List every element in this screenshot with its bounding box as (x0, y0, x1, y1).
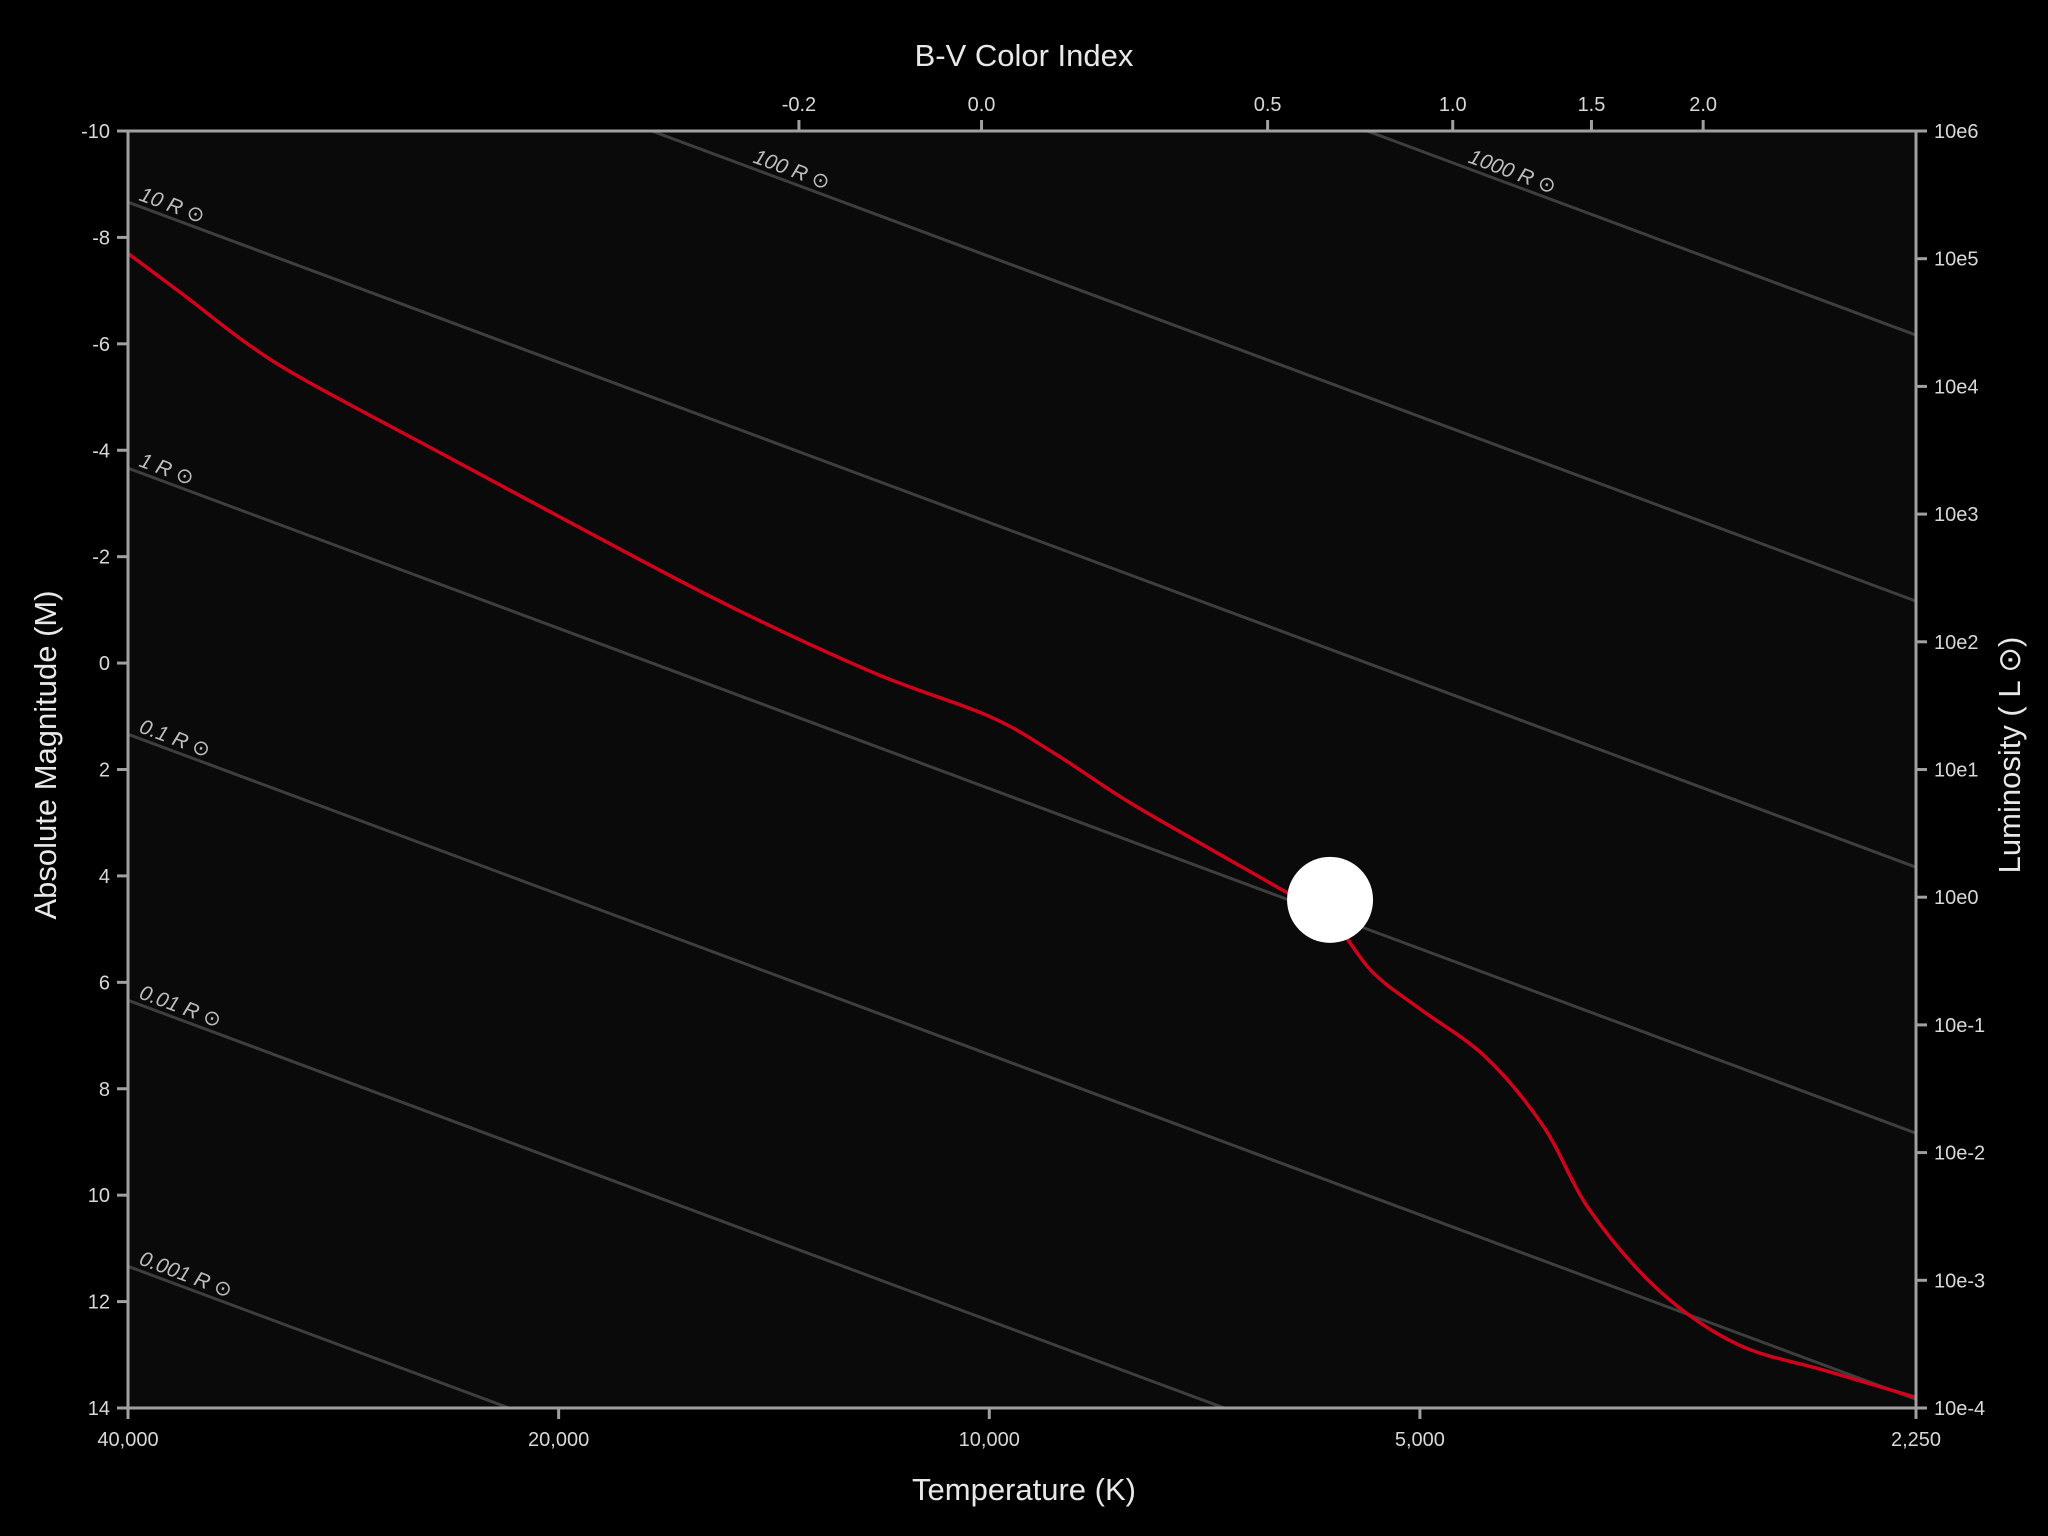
y2-tick-label: 10e-3 (1934, 1270, 1985, 1292)
top-tick-label: 0.0 (968, 94, 996, 116)
radius-line (647, 131, 1916, 603)
x-tick-label: 10,000 (959, 1429, 1020, 1451)
y-tick-label: -4 (92, 440, 110, 462)
y2-tick-label: 10e5 (1934, 249, 1979, 271)
radius-line (128, 466, 1916, 1135)
y2-tick-label: 10e4 (1934, 376, 1979, 398)
x-axis-title: Temperature (K) (912, 1472, 1136, 1507)
y-tick-label: 14 (88, 1398, 110, 1420)
y2-axis-title: Luminosity ( L ⊙) (1992, 637, 2027, 874)
y2-tick-label: 10e3 (1934, 504, 1979, 526)
y-tick-label: -10 (81, 121, 110, 143)
x-tick-label: 2,250 (1891, 1429, 1941, 1451)
radius-line (128, 200, 1916, 869)
top-axis-title: B-V Color Index (915, 38, 1134, 73)
radius-lines (128, 131, 1916, 1408)
y-tick-label: 2 (99, 760, 110, 782)
y-tick-label: 4 (99, 866, 110, 888)
y2-tick-label: 10e0 (1934, 887, 1979, 909)
x-tick-label: 5,000 (1395, 1429, 1445, 1451)
x-tick-label: 20,000 (528, 1429, 589, 1451)
y-tick-label: 12 (88, 1292, 110, 1314)
y-tick-label: 8 (99, 1079, 110, 1101)
radius-line (128, 1264, 514, 1408)
y2-tick-label: 10e-4 (1934, 1398, 1985, 1420)
y-axis-title: Absolute Magnitude (M) (28, 590, 63, 919)
y2-tick-label: 10e2 (1934, 632, 1979, 654)
top-tick-label: 1.5 (1578, 94, 1606, 116)
y-tick-label: -2 (92, 547, 110, 569)
series-layer (128, 251, 1916, 1400)
y2-tick-label: 10e-2 (1934, 1143, 1985, 1165)
y-tick-label: -8 (92, 227, 110, 249)
y2-tick-label: 10e1 (1934, 760, 1979, 782)
y-tick-label: 6 (99, 972, 110, 994)
y-tick-label: -6 (92, 334, 110, 356)
y-tick-label: 10 (88, 1185, 110, 1207)
radius-line (128, 732, 1916, 1401)
y2-tick-label: 10e-1 (1934, 1015, 1985, 1037)
top-tick-label: 0.5 (1254, 94, 1282, 116)
plot-area (128, 131, 1916, 1408)
y2-tick-label: 10e6 (1934, 121, 1979, 143)
top-tick-label: 1.0 (1439, 94, 1467, 116)
y-tick-label: 0 (99, 653, 110, 675)
top-tick-label: 2.0 (1689, 94, 1717, 116)
main-sequence-line (128, 251, 1916, 1400)
radius-line (1362, 131, 1916, 337)
top-tick-label: -0.2 (782, 94, 816, 116)
sun-marker (1287, 856, 1374, 943)
radius-line (128, 998, 1229, 1408)
x-tick-label: 40,000 (97, 1429, 158, 1451)
